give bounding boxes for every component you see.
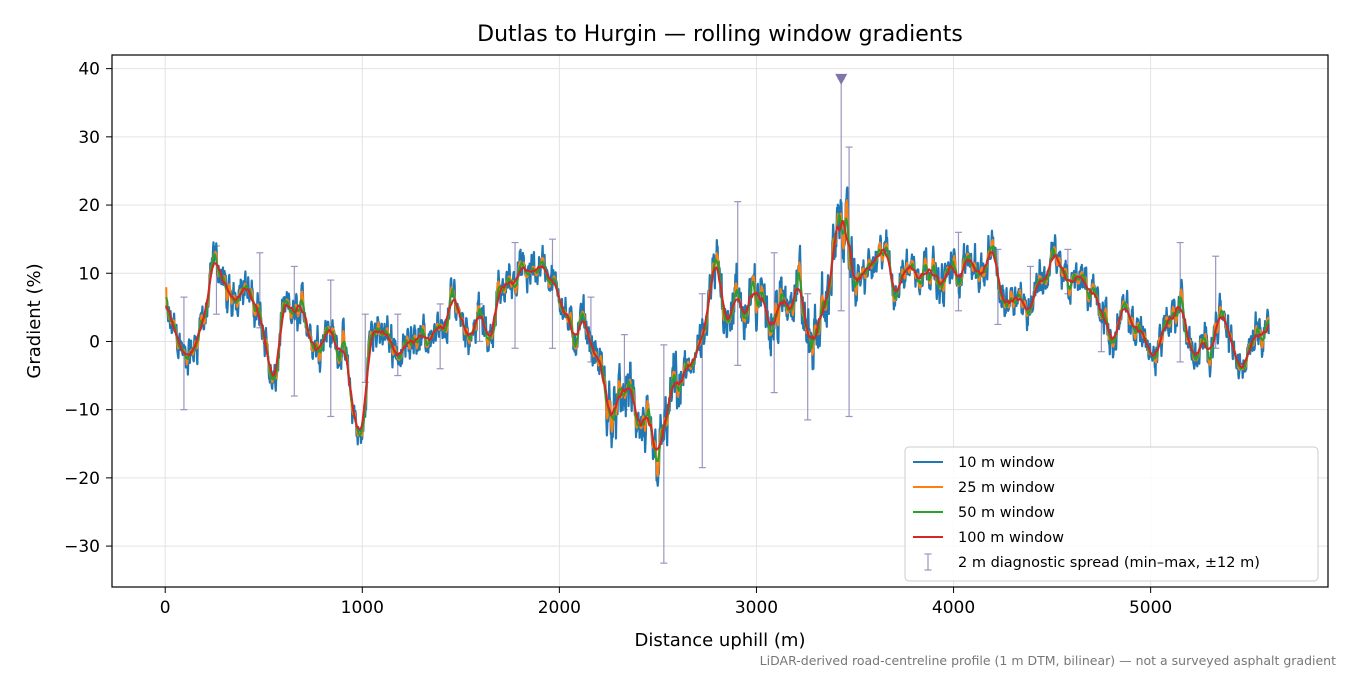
series-line-100m <box>165 219 1270 451</box>
x-tick-label: 1000 <box>341 598 384 618</box>
plot-frame <box>111 54 1329 588</box>
y-tick-label: −20 <box>64 469 100 489</box>
errorbar <box>845 146 853 418</box>
y-tick-label: 20 <box>78 196 100 216</box>
y-tick-label: 10 <box>78 264 100 284</box>
y-tick-label: 0 <box>89 332 100 352</box>
legend-label: 25 m window <box>958 480 1055 496</box>
y-tick-label: 30 <box>78 128 100 148</box>
footnote: LiDAR-derived road-centreline profile (1… <box>760 653 1336 668</box>
y-tick-label: −10 <box>64 401 100 421</box>
peak-marker-icon <box>835 73 848 85</box>
errorbar <box>511 241 519 349</box>
x-tick-label: 4000 <box>932 598 975 618</box>
x-tick-label: 0 <box>160 598 171 618</box>
errorbar <box>327 279 335 418</box>
errorbar <box>660 344 668 564</box>
legend-label: 2 m diagnostic spread (min–max, ±12 m) <box>958 555 1260 571</box>
x-axis-label: Distance uphill (m) <box>635 630 806 651</box>
legend: 10 m window 25 m window 50 m window 100 m w… <box>904 446 1319 582</box>
errorbar <box>394 313 402 377</box>
axis-ticks: 0 1000 2000 3000 4000 5000 −30 −20 −10 0 10 20 30 40 <box>64 60 1172 618</box>
x-tick-label: 2000 <box>538 598 581 618</box>
plot-area <box>165 73 1270 564</box>
errorbar <box>954 231 962 312</box>
chart-title: Dutlas to Hurgin — rolling window gradie… <box>477 22 963 47</box>
y-tick-label: 40 <box>78 60 100 80</box>
errorbar <box>436 303 444 370</box>
errorbar <box>548 238 556 349</box>
legend-box <box>904 446 1319 582</box>
x-tick-label: 3000 <box>735 598 778 618</box>
y-tick-label: −30 <box>64 537 100 557</box>
legend-label: 10 m window <box>958 455 1055 471</box>
legend-label: 100 m window <box>958 530 1064 546</box>
y-axis-label: Gradient (%) <box>24 263 45 378</box>
x-tick-label: 5000 <box>1129 598 1172 618</box>
legend-label: 50 m window <box>958 505 1055 521</box>
errorbar <box>290 265 298 397</box>
